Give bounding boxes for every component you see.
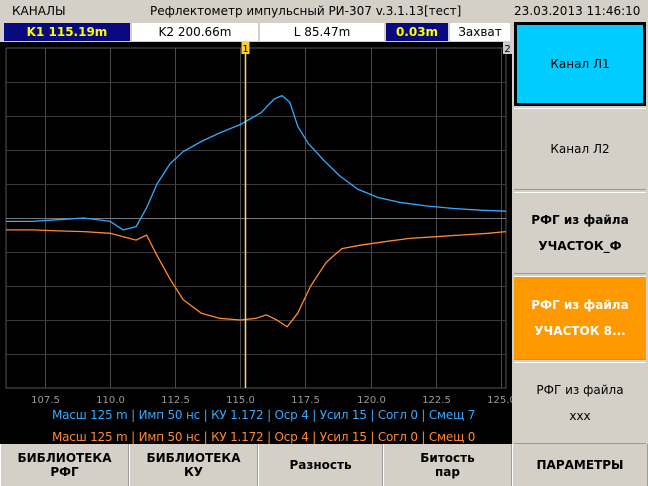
x-tick-label: 117.5 [291,395,320,406]
function-bar: БИБЛИОТЕКА РФГ БИБЛИОТЕКА КУ Разность Би… [0,444,648,486]
rfg-library-label-2: РФГ [50,465,79,479]
x-tick-label: 120.0 [357,395,386,406]
reflectogram-chart[interactable]: 107.5 110.0 112.5 115.0 117.5 120.0 122.5 125.0… [0,42,512,444]
x-tick-label: 125.0 [487,395,512,406]
rfg-file-3-name: xxx [569,409,591,423]
ku-library-label-1: БИБЛИОТЕКА [146,451,241,465]
capture-button[interactable]: Захват [450,23,510,41]
datetime: 23.03.2013 11:46:10 [514,4,641,18]
rfg-file-3-button[interactable]: РФГ из файла xxx [514,362,646,444]
x-tick-label: 107.5 [31,395,60,406]
channel-l1-button[interactable]: Канал Л1 [514,22,646,106]
channel-l1-label: Канал Л1 [550,57,610,71]
rfg-file-1-title: РФГ из файла [531,213,629,227]
difference-label: Разность [289,458,352,472]
x-tick-label: 115.0 [226,395,255,406]
trace2-settings: Масш 125 m | Имп 50 нс | КУ 1.172 | Оср … [52,430,476,444]
rfg-file-1-name: УЧАСТОК_Ф [538,239,622,253]
reflectogram-plot[interactable]: 107.5 110.0 112.5 115.0 117.5 120.0 122.5 125.0… [0,42,512,444]
cursor-1-label: 1 [242,44,248,55]
parameters-label: ПАРАМЕТРЫ [536,458,624,472]
ku-library-label-2: КУ [183,465,204,479]
pair-split-button[interactable]: Битость пар [383,444,512,486]
step-readout: 0.03m [386,23,448,41]
rfg-file-2-name: УЧАСТОК 8... [534,324,626,338]
cursor-2-label: 2 [504,44,510,55]
rfg-file-2-title: РФГ из файла [531,298,629,312]
trace-2-line [6,229,507,328]
cursor2-readout: K2 200.66m [132,23,258,41]
rfg-file-3-title: РФГ из файла [536,383,624,397]
distance-readout: L 85.47m [260,23,384,41]
measurement-bar: K1 115.19m K2 200.66m L 85.47m 0.03m Зах… [0,22,512,42]
cursor-2-marker [503,42,512,54]
rfg-file-2-button[interactable]: РФГ из файла УЧАСТОК 8... [514,276,646,360]
title-bar: КАНАЛЫ Рефлектометр импульсный РИ-307 v.… [0,0,648,22]
x-tick-label: 122.5 [422,395,451,406]
difference-button[interactable]: Разность [258,444,383,486]
mode-label: КАНАЛЫ [12,4,66,18]
rfg-file-1-button[interactable]: РФГ из файла УЧАСТОК_Ф [514,192,646,274]
ku-library-button[interactable]: БИБЛИОТЕКА КУ [129,444,258,486]
x-tick-label: 110.0 [96,395,125,406]
rfg-library-label-1: БИБЛИОТЕКА [17,451,112,465]
app-title: Рефлектометр импульсный РИ-307 v.3.1.13 [150,4,424,18]
cursor-1-marker [241,42,250,54]
channel-l2-button[interactable]: Канал Л2 [514,108,646,190]
channel-panel: Канал Л1 Канал Л2 РФГ из файла УЧАСТОК_Ф… [512,22,648,444]
trace-1-line [6,94,507,231]
pair-split-label-2: пар [435,465,460,479]
channel-l2-label: Канал Л2 [550,142,610,156]
cursor1-readout: K1 115.19m [4,23,130,41]
parameters-button[interactable]: ПАРАМЕТРЫ [512,444,648,486]
mode-tag: [тест] [424,4,462,18]
trace1-settings: Масш 125 m | Имп 50 нс | КУ 1.172 | Оср … [52,408,476,422]
pair-split-label-1: Битость [420,451,475,465]
x-tick-label: 112.5 [161,395,190,406]
rfg-library-button[interactable]: БИБЛИОТЕКА РФГ [0,444,129,486]
